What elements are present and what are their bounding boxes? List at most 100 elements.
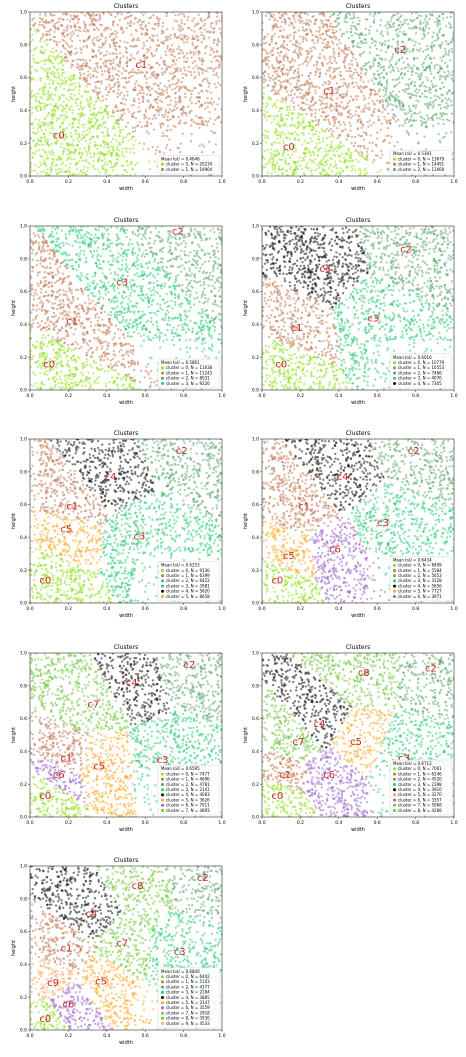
legend-swatch bbox=[393, 799, 396, 802]
cluster-label-c5: c5 bbox=[93, 762, 105, 773]
x-axis-label: width bbox=[119, 1040, 133, 1046]
cluster-label-c6: c6 bbox=[62, 999, 74, 1010]
y-tick-label: 0.2 bbox=[20, 995, 27, 1001]
legend-swatch bbox=[161, 579, 164, 582]
x-tick-label: 0.6 bbox=[142, 820, 149, 826]
legend-swatch bbox=[393, 366, 396, 369]
chart-title: Clusters bbox=[346, 3, 370, 10]
y-tick-label: 0.2 bbox=[252, 141, 259, 147]
y-tick-label: 0.8 bbox=[20, 42, 27, 48]
legend-swatch bbox=[161, 595, 164, 598]
y-tick-label: 0.8 bbox=[20, 683, 27, 689]
x-tick-label: 0.4 bbox=[103, 606, 110, 612]
legend-swatch bbox=[161, 1001, 164, 1004]
cluster-label-c1: c1 bbox=[135, 60, 147, 71]
y-tick-label: 0.6 bbox=[20, 502, 27, 508]
y-tick-label: 0.0 bbox=[20, 815, 27, 821]
y-tick-label: 0.8 bbox=[20, 896, 27, 902]
legend-entry: cluster = 5, N = 8658 bbox=[166, 594, 210, 599]
legend-swatch bbox=[393, 361, 396, 364]
y-tick-label: 0.4 bbox=[252, 749, 259, 755]
legend-swatch bbox=[393, 788, 396, 791]
x-tick-label: 0.0 bbox=[26, 1033, 33, 1039]
x-tick-label: 0.2 bbox=[297, 393, 304, 399]
x-tick-label: 0.8 bbox=[180, 179, 187, 185]
x-tick-label: 0.8 bbox=[412, 179, 419, 185]
cluster-label-c0: c0 bbox=[39, 576, 51, 587]
x-tick-label: 0.4 bbox=[103, 820, 110, 826]
x-tick-label: 1.0 bbox=[218, 393, 225, 399]
legend-swatch bbox=[161, 986, 164, 989]
x-tick-label: 0.2 bbox=[297, 820, 304, 826]
cluster-label-c4: c4 bbox=[337, 472, 349, 483]
y-tick-label: 0.0 bbox=[20, 601, 27, 607]
cluster-label-c1: c1 bbox=[279, 770, 291, 781]
cluster-label-c1: c1 bbox=[298, 502, 310, 513]
cluster-label-c1: c1 bbox=[66, 502, 78, 513]
scatter-points bbox=[29, 11, 223, 177]
y-tick-label: 0.2 bbox=[252, 782, 259, 788]
legend-swatch bbox=[393, 574, 396, 577]
y-tick-label: 0.6 bbox=[252, 75, 259, 81]
x-axis-label: width bbox=[351, 400, 365, 406]
y-tick-label: 1.0 bbox=[20, 651, 27, 657]
legend-swatch bbox=[393, 569, 396, 572]
x-tick-label: 0.8 bbox=[180, 820, 187, 826]
cluster-label-c1: c1 bbox=[66, 317, 78, 328]
y-tick-label: 0.8 bbox=[252, 469, 259, 475]
x-tick-label: 0.2 bbox=[297, 606, 304, 612]
cluster-label-c4: c4 bbox=[314, 719, 326, 730]
cluster-label-c3: c3 bbox=[116, 277, 128, 288]
x-tick-label: 0.8 bbox=[180, 1033, 187, 1039]
y-tick-label: 1.0 bbox=[20, 10, 27, 16]
x-axis-label: width bbox=[351, 827, 365, 833]
chart-title: Clusters bbox=[114, 857, 138, 864]
chart-title: Clusters bbox=[346, 217, 370, 224]
cluster-label-c4: c4 bbox=[319, 264, 331, 275]
legend-swatch bbox=[393, 377, 396, 380]
legend-swatch bbox=[161, 975, 164, 978]
legend-swatch bbox=[161, 1006, 164, 1009]
cluster-label-c0: c0 bbox=[283, 142, 295, 153]
x-tick-label: 0.0 bbox=[26, 606, 33, 612]
y-axis-label: height bbox=[11, 86, 17, 102]
cluster-label-c8: c8 bbox=[358, 668, 370, 679]
cluster-label-c0: c0 bbox=[39, 1014, 51, 1025]
cluster-label-c2: c2 bbox=[197, 873, 209, 884]
cluster-label-c0: c0 bbox=[271, 576, 283, 587]
y-tick-label: 0.4 bbox=[20, 322, 27, 328]
legend-swatch bbox=[161, 1012, 164, 1015]
y-tick-label: 0.8 bbox=[252, 42, 259, 48]
x-tick-label: 0.4 bbox=[335, 179, 342, 185]
x-tick-label: 0.2 bbox=[65, 820, 72, 826]
cluster-label-c5: c5 bbox=[350, 737, 362, 748]
legend-swatch bbox=[161, 377, 164, 380]
x-tick-label: 0.2 bbox=[65, 1033, 72, 1039]
x-tick-label: 0.8 bbox=[412, 606, 419, 612]
cluster-label-c0: c0 bbox=[271, 791, 283, 802]
legend-swatch bbox=[393, 590, 396, 593]
legend-entry: cluster = 8, N = 4289 bbox=[398, 808, 442, 813]
legend-swatch bbox=[393, 783, 396, 786]
cluster-label-c2: c2 bbox=[408, 446, 420, 457]
cluster-label-c2: c2 bbox=[172, 226, 184, 237]
y-tick-label: 1.0 bbox=[252, 224, 259, 230]
x-tick-label: 0.2 bbox=[297, 179, 304, 185]
y-tick-label: 1.0 bbox=[252, 437, 259, 443]
x-tick-label: 0.2 bbox=[65, 179, 72, 185]
x-tick-label: 1.0 bbox=[450, 606, 457, 612]
y-tick-label: 0.6 bbox=[252, 502, 259, 508]
x-tick-label: 0.0 bbox=[26, 179, 33, 185]
cluster-label-c2: c2 bbox=[425, 663, 437, 674]
legend-swatch bbox=[161, 366, 164, 369]
x-tick-label: 0.8 bbox=[180, 606, 187, 612]
